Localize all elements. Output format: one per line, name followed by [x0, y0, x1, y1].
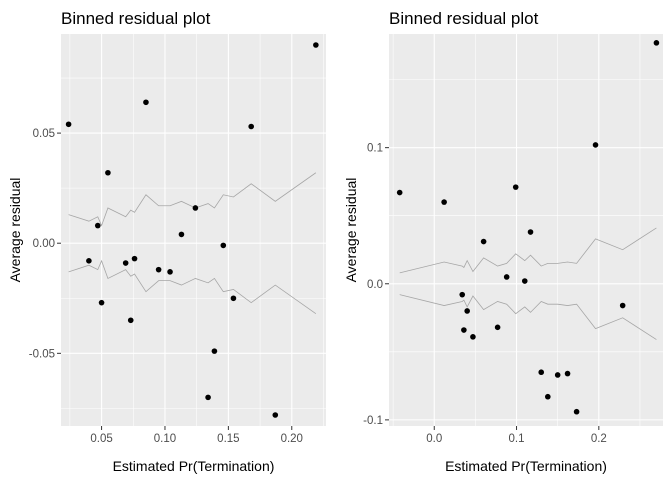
data-point	[592, 142, 599, 148]
data-point	[538, 369, 545, 376]
data-point	[192, 205, 199, 211]
y-axis-title: Average residual	[7, 178, 23, 283]
data-point	[564, 370, 571, 377]
error-bound-lines	[68, 172, 317, 315]
data-point	[313, 42, 319, 48]
x-tick-label: 0.15	[217, 433, 239, 445]
data-point	[178, 231, 185, 238]
upper-bound-line	[399, 227, 657, 274]
data-point	[464, 308, 470, 314]
data-point	[503, 274, 510, 280]
y-axis-title: Average residual	[343, 178, 359, 283]
x-tick-label: 0.05	[90, 433, 112, 445]
major-gridlines	[389, 34, 663, 426]
y-tick-label: 0.0	[367, 279, 383, 291]
lower-bound-line	[68, 259, 317, 315]
x-tick-label: 0.0	[426, 433, 442, 445]
plot-panel-background	[389, 34, 663, 426]
right-binned-residual-plot: Binned residual plot 0.0 0.1 0.2 -0.10.00.…	[343, 9, 663, 474]
major-gridlines	[61, 34, 326, 426]
data-point	[512, 184, 519, 190]
y-tick-label: -0.05	[29, 348, 55, 360]
y-tick-label: 0.00	[33, 238, 55, 250]
y-axis-ticks: -0.05 0.00 0.05	[29, 128, 61, 360]
y-tick-label: -0.1	[363, 415, 383, 427]
data-point	[131, 255, 138, 262]
x-tick-label: 0.10	[154, 433, 176, 445]
data-point	[248, 123, 254, 130]
data-point	[105, 169, 111, 176]
data-point	[396, 189, 403, 196]
data-point	[459, 291, 466, 298]
data-point	[127, 317, 134, 324]
data-point	[230, 295, 237, 302]
x-axis-title: Estimated Pr(Termination)	[445, 458, 607, 474]
data-point	[653, 40, 660, 46]
data-point	[143, 99, 149, 106]
plot-panel-background	[61, 34, 326, 426]
x-axis-ticks: 0.0 0.1 0.2	[426, 426, 607, 445]
x-axis-ticks: 0.05 0.10 0.15 0.20	[90, 426, 303, 445]
y-tick-label: 0.05	[33, 128, 55, 140]
data-point	[619, 302, 626, 309]
data-point	[211, 348, 218, 354]
data-point	[554, 372, 561, 378]
x-tick-label: 0.1	[509, 433, 525, 445]
data-points	[65, 42, 319, 418]
data-points	[396, 40, 660, 415]
data-point	[494, 324, 501, 331]
upper-bound-line	[68, 172, 317, 227]
error-bound-lines	[399, 227, 657, 340]
data-point	[167, 269, 173, 275]
data-point	[480, 238, 487, 245]
x-tick-label: 0.2	[591, 433, 607, 445]
data-point	[94, 222, 101, 229]
left-binned-residual-plot: Binned residual plot 0.05 0.10 0.15 0.20 -0…	[7, 9, 326, 474]
data-point	[527, 229, 534, 235]
data-point	[461, 327, 467, 333]
data-point	[545, 393, 551, 400]
data-point	[122, 260, 129, 266]
data-point	[86, 258, 92, 264]
data-point	[470, 334, 476, 340]
chart-title: Binned residual plot	[61, 9, 211, 28]
data-point	[220, 242, 227, 249]
x-axis-title: Estimated Pr(Termination)	[113, 458, 275, 474]
x-tick-label: 0.20	[281, 433, 303, 445]
lower-bound-line	[399, 294, 657, 340]
minor-gridlines	[389, 34, 663, 426]
data-point	[441, 199, 447, 205]
data-point	[521, 278, 528, 284]
data-point	[98, 299, 105, 306]
data-point	[65, 121, 72, 128]
data-point	[155, 266, 162, 273]
chart-title: Binned residual plot	[389, 9, 539, 28]
data-point	[272, 412, 279, 418]
y-tick-label: 0.1	[367, 143, 383, 155]
data-point	[205, 394, 211, 401]
minor-gridlines	[61, 34, 326, 426]
data-point	[573, 408, 580, 415]
y-axis-ticks: -0.1 0.0 0.1	[363, 143, 389, 427]
